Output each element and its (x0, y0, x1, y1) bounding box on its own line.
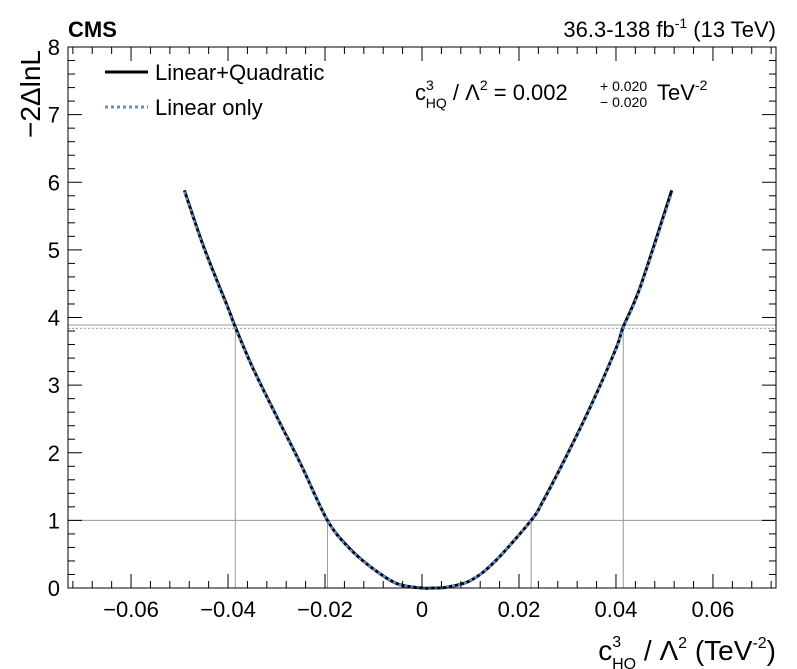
x-tick-label: 0.02 (498, 597, 541, 622)
svg-text:TeV-2: TeV-2 (657, 77, 708, 105)
x-tick-label: 0.04 (595, 597, 638, 622)
y-tick-label: 1 (48, 508, 60, 533)
fit-result-annotation: c3 HQ / Λ2 = 0.002 + 0.020 − 0.020 TeV-2 (415, 77, 708, 111)
y-tick-label: 0 (48, 576, 60, 601)
x-axis-ticks: −0.06 −0.04 −0.02 0 0.02 0.04 0.06 (72, 47, 772, 622)
experiment-label: CMS (68, 17, 117, 42)
y-tick-label: 2 (48, 441, 60, 466)
y-tick-label: 8 (48, 35, 60, 60)
svg-text:+ 0.020: + 0.020 (600, 78, 647, 94)
y-tick-label: 3 (48, 373, 60, 398)
legend: Linear+Quadratic Linear only (105, 60, 324, 120)
x-tick-label: −0.04 (200, 597, 256, 622)
plot-frame (67, 46, 777, 589)
likelihood-curves (182, 189, 674, 590)
legend-label-linear-quadratic: Linear+Quadratic (155, 60, 324, 85)
x-tick-label: −0.02 (297, 597, 353, 622)
legend-label-linear-only: Linear only (155, 95, 263, 120)
series-line-linear-only (183, 191, 673, 590)
y-axis-ticks: 0 1 2 3 4 5 6 7 8 (48, 35, 776, 601)
x-tick-label: 0.06 (692, 597, 735, 622)
y-axis-title: −2ΔlnL (15, 50, 46, 138)
svg-text:− 0.020: − 0.020 (600, 94, 647, 110)
x-axis-title: c3 HQ / Λ2 (TeV-2) (598, 634, 776, 669)
y-tick-label: 5 (48, 238, 60, 263)
reference-lines (68, 324, 776, 588)
luminosity-label: 36.3-138 fb-1 (13 TeV) (563, 15, 776, 42)
y-tick-label: 6 (48, 170, 60, 195)
x-tick-label: −0.06 (103, 597, 159, 622)
y-tick-label: 7 (48, 103, 60, 128)
y-tick-label: 4 (48, 306, 60, 331)
x-tick-label: 0 (416, 597, 428, 622)
